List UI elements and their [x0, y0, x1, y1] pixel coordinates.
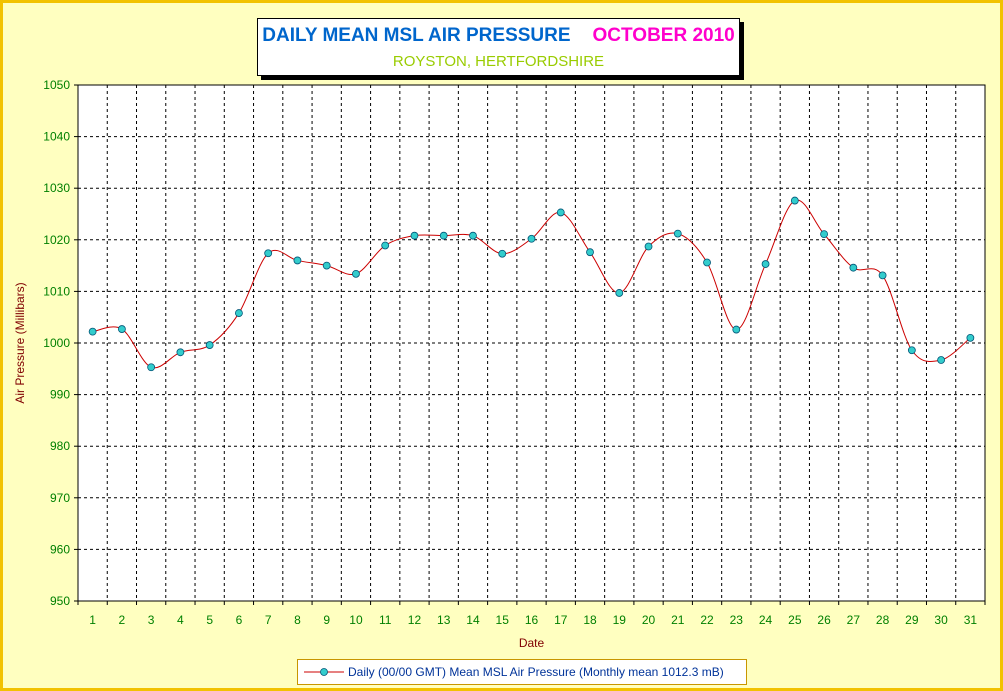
x-tick-label: 14: [466, 613, 480, 627]
x-tick-label: 31: [964, 613, 978, 627]
data-point: [615, 289, 624, 297]
x-tick-label: 25: [788, 613, 802, 627]
y-tick-label: 980: [50, 439, 70, 453]
chart-title-box: DAILY MEAN MSL AIR PRESSURE OCTOBER 2010 …: [257, 18, 740, 76]
x-tick-label: 29: [905, 613, 919, 627]
y-tick-label: 1030: [43, 181, 70, 195]
x-tick-label: 11: [379, 613, 392, 627]
x-tick-label: 22: [700, 613, 714, 627]
data-point: [527, 234, 536, 243]
x-tick-label: 12: [408, 613, 422, 627]
data-point: [966, 333, 975, 342]
x-tick-label: 26: [817, 613, 831, 627]
data-point: [235, 309, 243, 317]
data-point: [761, 260, 770, 268]
x-tick-label: 4: [177, 613, 184, 627]
x-tick-label: 1: [89, 613, 96, 627]
data-point: [293, 256, 302, 265]
y-tick-label: 1010: [43, 284, 70, 298]
x-tick-label: 13: [437, 613, 451, 627]
data-point: [205, 341, 214, 349]
x-tick-label: 10: [349, 613, 363, 627]
data-point: [703, 258, 711, 267]
y-tick-label: 1050: [43, 78, 70, 92]
chart-title-line: DAILY MEAN MSL AIR PRESSURE OCTOBER 2010: [258, 25, 739, 47]
x-tick-label: 30: [934, 613, 948, 627]
x-tick-label: 7: [265, 613, 272, 627]
y-tick-label: 960: [50, 542, 70, 556]
y-tick-label: 1000: [43, 336, 70, 350]
data-point: [264, 249, 273, 258]
y-tick-label: 950: [50, 594, 70, 608]
x-axis-label: Date: [519, 636, 545, 650]
x-tick-label: 21: [671, 613, 685, 627]
data-point: [88, 327, 97, 336]
x-tick-label: 20: [642, 613, 656, 627]
data-point: [117, 325, 126, 333]
x-tick-label: 18: [583, 613, 597, 627]
legend: Daily (00/00 GMT) Mean MSL Air Pressure …: [297, 659, 747, 685]
data-point: [556, 208, 565, 217]
data-point: [586, 248, 594, 257]
data-point: [907, 346, 916, 355]
data-point: [352, 269, 360, 278]
data-point: [439, 231, 448, 240]
data-point: [147, 363, 156, 372]
data-point: [176, 348, 185, 357]
data-point: [878, 271, 887, 280]
chart-subtitle: ROYSTON, HERTFORDSHIRE: [392, 53, 605, 70]
x-tick-label: 15: [496, 613, 510, 627]
x-tick-label: 5: [206, 613, 213, 627]
data-point: [732, 325, 741, 334]
data-point: [673, 229, 682, 238]
data-point: [322, 261, 331, 270]
data-point: [644, 242, 653, 251]
y-tick-label: 1040: [43, 130, 70, 144]
chart-title-month: OCTOBER 2010: [592, 25, 735, 46]
x-tick-label: 27: [847, 613, 861, 627]
plot-border: [77, 84, 986, 602]
x-tick-label: 16: [525, 613, 539, 627]
legend-label: Daily (00/00 GMT) Mean MSL Air Pressure …: [348, 665, 724, 679]
data-point: [790, 196, 799, 205]
legend-line-marker-icon: [304, 668, 344, 676]
x-tick-label: 6: [236, 613, 243, 627]
data-point: [469, 231, 477, 240]
chart-title: DAILY MEAN MSL AIR PRESSURE: [262, 25, 571, 46]
x-tick-label: 28: [876, 613, 890, 627]
data-point: [410, 231, 419, 240]
data-point: [849, 263, 858, 272]
y-tick-label: 970: [50, 491, 70, 505]
x-tick-label: 19: [613, 613, 627, 627]
x-tick-label: 8: [294, 613, 301, 627]
y-axis-label: Air Pressure (Millibars): [13, 282, 27, 403]
y-tick-label: 1020: [43, 233, 70, 247]
data-point: [498, 249, 507, 258]
x-tick-label: 9: [323, 613, 330, 627]
x-tick-label: 24: [759, 613, 773, 627]
x-tick-label: 2: [119, 613, 126, 627]
data-point: [820, 230, 828, 239]
y-tick-label: 990: [50, 388, 70, 402]
data-point: [381, 241, 390, 250]
data-point: [937, 356, 946, 364]
x-tick-label: 3: [148, 613, 155, 627]
x-tick-label: 23: [730, 613, 744, 627]
x-tick-label: 17: [554, 613, 568, 627]
